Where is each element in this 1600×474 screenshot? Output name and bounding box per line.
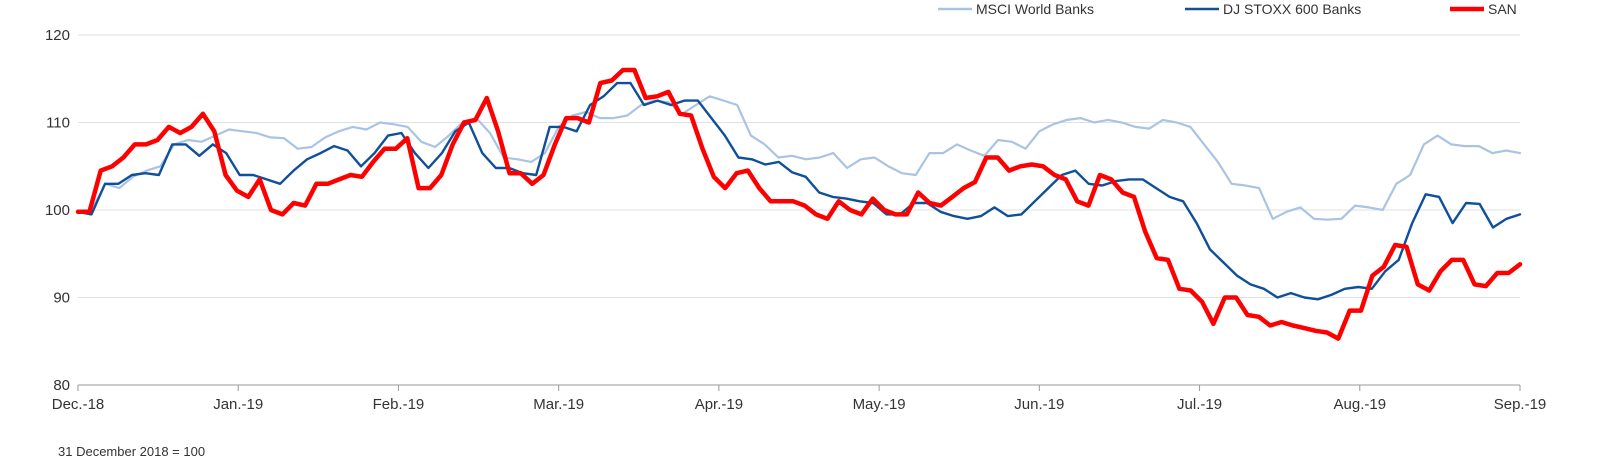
x-tick-label: Jun.-19 bbox=[1014, 396, 1064, 413]
x-tick-label: Jan.-19 bbox=[213, 396, 263, 413]
y-axis: 80 90 100 110 120 bbox=[45, 27, 70, 394]
series-lines bbox=[75, 67, 1523, 341]
x-tick-label: May.-19 bbox=[853, 396, 906, 413]
y-tick-label: 80 bbox=[53, 377, 70, 394]
legend-label: MSCI World Banks bbox=[976, 1, 1094, 17]
y-tick-label: 110 bbox=[46, 115, 70, 132]
x-tick-label: Dec.-18 bbox=[52, 396, 105, 413]
legend-label: SAN bbox=[1488, 1, 1517, 17]
y-tick-label: 120 bbox=[45, 27, 70, 44]
series-line-0 bbox=[76, 95, 1522, 221]
x-tick-label: Apr.-19 bbox=[695, 396, 743, 413]
y-tick-label: 100 bbox=[45, 202, 70, 219]
series-line-2 bbox=[75, 67, 1523, 341]
x-tick-label: Sep.-19 bbox=[1494, 396, 1547, 413]
index-base-note: 31 December 2018 = 100 bbox=[58, 444, 206, 459]
legend-label: DJ STOXX 600 Banks bbox=[1223, 1, 1361, 17]
legend: MSCI World Banks DJ STOXX 600 Banks SAN bbox=[938, 1, 1517, 17]
x-axis: Dec.-18 Jan.-19 Feb.-19 Mar.-19 Apr.-19 May.-… bbox=[52, 385, 1547, 413]
x-tick-label: Jul.-19 bbox=[1177, 396, 1222, 413]
series-line-1 bbox=[76, 81, 1522, 301]
x-tick-label: Feb.-19 bbox=[373, 396, 425, 413]
x-tick-label: Aug.-19 bbox=[1334, 396, 1387, 413]
y-tick-label: 90 bbox=[53, 290, 70, 307]
x-tick-label: Mar.-19 bbox=[533, 396, 584, 413]
